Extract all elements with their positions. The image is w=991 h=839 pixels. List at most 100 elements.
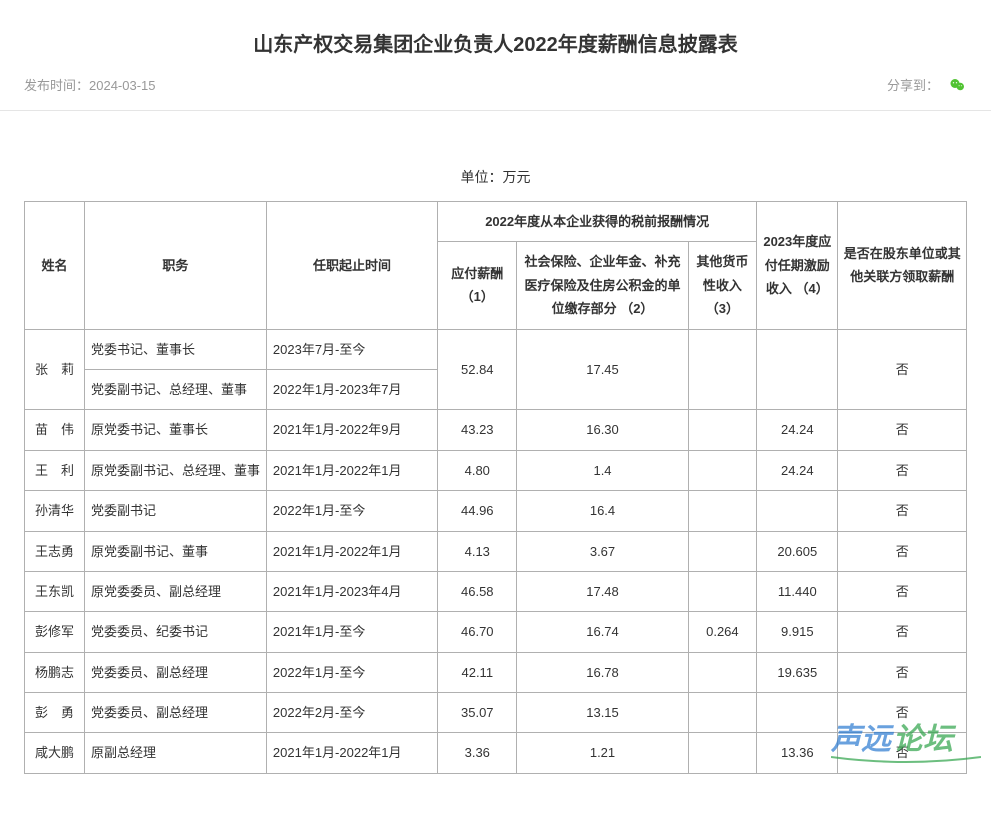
cell-c4: 24.24 [757,450,838,490]
cell-c3 [688,410,757,450]
cell-position: 原党委副书记、总经理、董事 [84,450,266,490]
cell-position: 原副总经理 [84,733,266,773]
publish-label: 发布时间： [24,78,89,93]
cell-c3 [688,652,757,692]
cell-position: 原党委副书记、董事 [84,531,266,571]
cell-term: 2022年1月-2023年7月 [266,369,437,409]
compensation-table: 姓名 职务 任职起止时间 2022年度从本企业获得的税前报酬情况 2023年度应… [24,201,967,774]
publish-time: 发布时间：2024-03-15 [24,75,156,94]
cell-c3 [688,491,757,531]
cell-c2: 17.48 [517,571,688,611]
cell-c1: 46.70 [438,612,517,652]
cell-c5: 否 [838,733,967,773]
cell-c2: 16.74 [517,612,688,652]
cell-c1: 46.58 [438,571,517,611]
cell-term: 2021年1月-2022年1月 [266,531,437,571]
th-group-2022: 2022年度从本企业获得的税前报酬情况 [438,202,757,242]
cell-c1: 4.80 [438,450,517,490]
cell-position: 原党委书记、董事长 [84,410,266,450]
cell-c1: 3.36 [438,733,517,773]
cell-term: 2022年2月-至今 [266,693,437,733]
cell-position: 党委委员、副总经理 [84,693,266,733]
unit-label: 单位：万元 [0,167,991,187]
share-label: 分享到： [887,75,939,94]
cell-term: 2022年1月-至今 [266,491,437,531]
cell-position: 原党委委员、副总经理 [84,571,266,611]
publish-date: 2024-03-15 [89,78,156,93]
cell-c1: 42.11 [438,652,517,692]
cell-c1: 52.84 [438,329,517,410]
cell-c4: 19.635 [757,652,838,692]
cell-name: 杨鹏志 [25,652,85,692]
cell-c5: 否 [838,491,967,531]
cell-c1: 35.07 [438,693,517,733]
cell-name: 王 利 [25,450,85,490]
cell-term: 2021年1月-至今 [266,612,437,652]
page-title: 山东产权交易集团企业负责人2022年度薪酬信息披露表 [0,0,991,75]
cell-c4 [757,491,838,531]
table-row: 王东凯原党委委员、副总经理2021年1月-2023年4月46.5817.4811… [25,571,967,611]
cell-c5: 否 [838,531,967,571]
cell-name: 咸大鹏 [25,733,85,773]
cell-c2: 17.45 [517,329,688,410]
th-c3: 其他货币性收入 （3） [688,242,757,329]
cell-c1: 44.96 [438,491,517,531]
cell-c3: 0.264 [688,612,757,652]
table-row: 王志勇原党委副书记、董事2021年1月-2022年1月4.133.6720.60… [25,531,967,571]
cell-c3 [688,571,757,611]
cell-c2: 1.4 [517,450,688,490]
cell-name: 王东凯 [25,571,85,611]
cell-c2: 16.30 [517,410,688,450]
cell-position: 党委书记、董事长 [84,329,266,369]
cell-c3 [688,733,757,773]
cell-c5: 否 [838,693,967,733]
cell-name: 张 莉 [25,329,85,410]
cell-c2: 16.4 [517,491,688,531]
meta-bar: 发布时间：2024-03-15 分享到： [0,75,991,111]
cell-c3 [688,693,757,733]
cell-position: 党委委员、纪委书记 [84,612,266,652]
table-body: 张 莉党委书记、董事长2023年7月-至今52.8417.45否党委副书记、总经… [25,329,967,773]
table-row: 彭 勇党委委员、副总经理2022年2月-至今35.0713.15 否 [25,693,967,733]
cell-position: 党委委员、副总经理 [84,652,266,692]
th-c1: 应付薪酬 （1） [438,242,517,329]
cell-c4 [757,693,838,733]
cell-term: 2022年1月-至今 [266,652,437,692]
cell-c1: 4.13 [438,531,517,571]
share-area: 分享到： [887,75,967,94]
table-row: 张 莉党委书记、董事长2023年7月-至今52.8417.45否 [25,329,967,369]
cell-term: 2021年1月-2022年9月 [266,410,437,450]
table-row: 王 利原党委副书记、总经理、董事2021年1月-2022年1月4.801.4 24… [25,450,967,490]
cell-c5: 否 [838,450,967,490]
cell-term: 2021年1月-2022年1月 [266,450,437,490]
table-row: 孙清华党委副书记2022年1月-至今44.9616.4 否 [25,491,967,531]
cell-term: 2023年7月-至今 [266,329,437,369]
cell-c2: 13.15 [517,693,688,733]
table-row: 彭修军党委委员、纪委书记2021年1月-至今46.7016.740.2649.9… [25,612,967,652]
th-name: 姓名 [25,202,85,330]
cell-c5: 否 [838,612,967,652]
cell-name: 彭修军 [25,612,85,652]
cell-c1: 43.23 [438,410,517,450]
th-c5: 是否在股东单位或其他关联方领取薪酬 [838,202,967,330]
cell-c2: 3.67 [517,531,688,571]
cell-c2: 16.78 [517,652,688,692]
cell-c3 [688,531,757,571]
cell-term: 2021年1月-2022年1月 [266,733,437,773]
wechat-icon[interactable] [949,76,967,94]
cell-position: 党委副书记 [84,491,266,531]
table-row: 杨鹏志党委委员、副总经理2022年1月-至今42.1116.78 19.635否 [25,652,967,692]
cell-c4: 13.36 [757,733,838,773]
th-c4: 2023年度应付任期激励收入 （4） [757,202,838,330]
cell-name: 苗 伟 [25,410,85,450]
table-row: 咸大鹏原副总经理2021年1月-2022年1月3.361.2113.36否 [25,733,967,773]
th-position: 职务 [84,202,266,330]
cell-c5: 否 [838,652,967,692]
cell-name: 孙清华 [25,491,85,531]
cell-c3 [688,329,757,410]
cell-name: 彭 勇 [25,693,85,733]
cell-c4: 9.915 [757,612,838,652]
cell-c4 [757,329,838,410]
cell-c5: 否 [838,410,967,450]
th-c2: 社会保险、企业年金、补充医疗保险及住房公积金的单位缴存部分 （2） [517,242,688,329]
